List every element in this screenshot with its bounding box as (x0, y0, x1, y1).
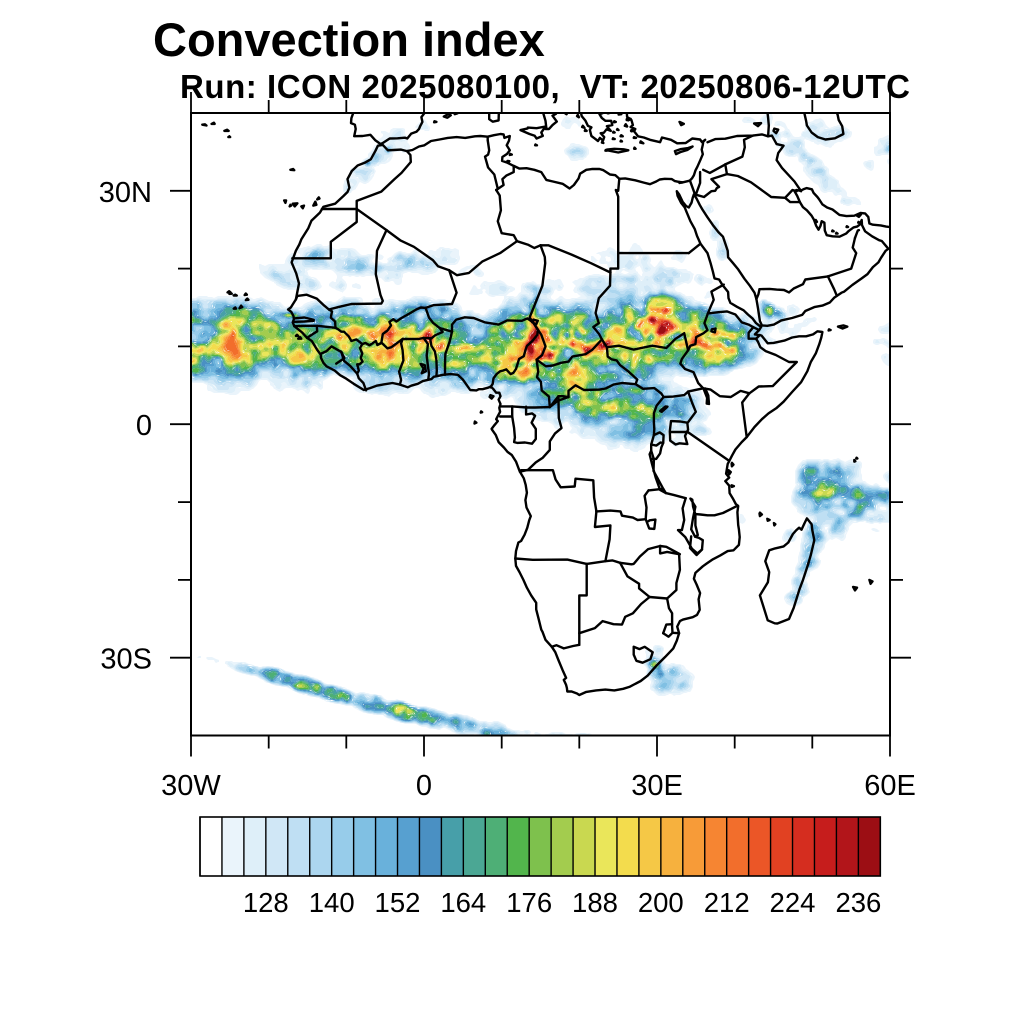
svg-text:0: 0 (136, 410, 152, 442)
svg-text:60E: 60E (864, 770, 916, 802)
svg-text:152: 152 (375, 887, 421, 918)
svg-text:176: 176 (506, 887, 552, 918)
svg-text:30E: 30E (631, 770, 683, 802)
svg-text:236: 236 (835, 887, 881, 918)
svg-text:212: 212 (704, 887, 750, 918)
svg-text:128: 128 (243, 887, 289, 918)
svg-text:224: 224 (770, 887, 816, 918)
svg-text:0: 0 (416, 770, 432, 802)
svg-text:140: 140 (309, 887, 355, 918)
svg-text:30W: 30W (161, 770, 221, 802)
svg-text:30S: 30S (100, 644, 152, 676)
svg-text:188: 188 (572, 887, 618, 918)
svg-text:200: 200 (638, 887, 684, 918)
svg-text:30N: 30N (99, 177, 152, 209)
svg-text:164: 164 (440, 887, 486, 918)
